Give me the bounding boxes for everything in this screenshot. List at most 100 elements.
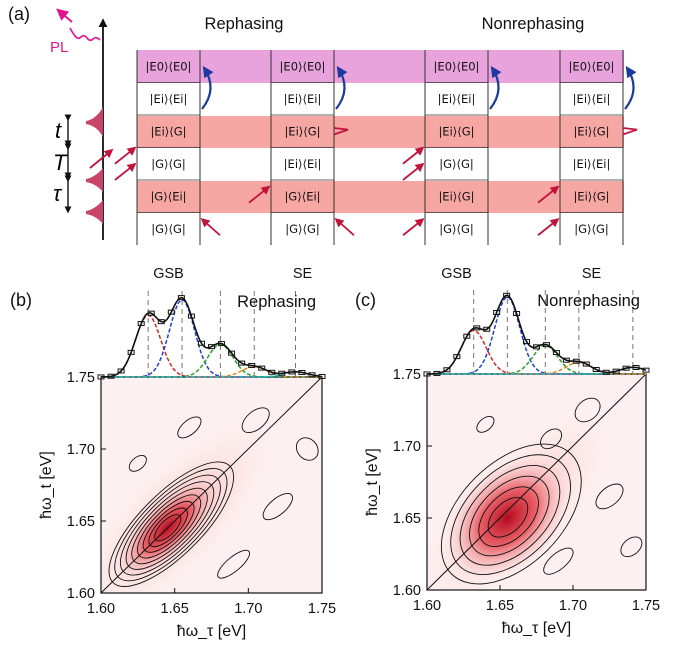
emission-arrow-icon [333, 127, 349, 136]
spectrum-data-point [612, 368, 620, 374]
group-title-rephasing: Rephasing [205, 15, 284, 33]
diagram-type-label: SE [582, 266, 602, 282]
band-top [137, 50, 624, 83]
diagram-state: |Ei⟩⟨Ei| [573, 92, 611, 106]
contour-line [620, 536, 643, 558]
diagram-state: |G⟩⟨G| [151, 157, 186, 171]
heatmap [427, 374, 646, 590]
contour-line [295, 437, 319, 461]
contour-line [262, 493, 293, 521]
spectrum-data-point [248, 362, 256, 368]
diagram-state: |G⟩⟨G| [574, 222, 609, 236]
spectrum-data-point [552, 350, 560, 356]
group-title-nonrephasing: Nonrephasing [482, 15, 585, 33]
pl-label: PL [50, 39, 68, 56]
diagonal-line [101, 377, 322, 593]
spectrum-data-point [433, 370, 441, 376]
spectrum-data-point [483, 326, 491, 332]
y-tick-label: 1.65 [393, 511, 421, 527]
contour-line [450, 454, 571, 576]
interaction-arrow-icon [89, 148, 114, 169]
contour-line [440, 443, 582, 585]
y-tick-label: 1.70 [67, 442, 95, 458]
interaction-arrow-icon [537, 185, 560, 204]
panel-a-label: (a) [8, 4, 30, 24]
interaction-arrow-icon [402, 162, 425, 181]
spectrum-component [101, 371, 323, 378]
spectrum-data-point [147, 310, 155, 316]
relaxation-arrow-icon [489, 66, 502, 110]
spectrum-component [101, 298, 322, 378]
contour-line [119, 474, 221, 576]
diagram-state: |Ei⟩⟨G| [438, 189, 474, 203]
contour-line [217, 549, 251, 579]
spectrum-data-point [533, 344, 540, 350]
heatmap-peak [444, 454, 571, 582]
spectrum-data-point [503, 292, 511, 298]
x-axis-label: ħω_τ [eV] [177, 623, 247, 640]
spectrum-data-point [167, 309, 175, 315]
interaction-arrow-icon [248, 185, 271, 204]
time-label-T: T [53, 150, 68, 175]
spectrum-data-point [562, 357, 570, 363]
spectrum-data-point [137, 321, 145, 327]
interaction-arrow-icon [114, 162, 137, 181]
panel-b-label: (b) [10, 290, 32, 310]
x-tick-label: 1.75 [632, 598, 660, 614]
y-tick-label: 1.75 [67, 370, 95, 386]
band-coherence-2 [137, 181, 624, 213]
spectrum-data-point [187, 313, 195, 319]
chart-title: Nonrephasing [537, 292, 640, 310]
y-tick-label: 1.60 [393, 583, 421, 599]
spectrum-data-point [463, 333, 471, 339]
contour-line [128, 455, 147, 472]
contour-line [177, 416, 202, 439]
spectrum-data-point [513, 311, 521, 317]
diagonal-line [427, 374, 646, 590]
spectrum-data-point [238, 360, 246, 366]
diagram-state: |Ei⟩⟨Ei| [438, 92, 476, 106]
emission-arrow-icon [622, 127, 638, 136]
x-tick-label: 1.70 [234, 601, 262, 617]
diagram-state: |E0⟩⟨E0| [569, 59, 615, 73]
pulse-icon [86, 107, 103, 137]
spectrum-data-point [493, 310, 501, 316]
time-label-tau: τ [53, 181, 63, 206]
contour-line [476, 416, 495, 433]
diagram-state: |Ei⟩⟨G| [573, 124, 609, 138]
y-axis-label: ħω_t [eV] [364, 448, 381, 516]
spectrum-data-point [602, 369, 610, 375]
spectrum-data-point [523, 339, 531, 345]
diagram-state: |Ei⟩⟨Ei| [284, 157, 322, 171]
diagram-state: |G⟩⟨G| [285, 222, 320, 236]
time-label-t: t [55, 118, 62, 143]
diagram-type-label: GSB [441, 266, 472, 282]
x-tick-label: 1.75 [308, 601, 336, 617]
diagram-state: |G⟩⟨G| [439, 157, 474, 171]
pl-arrow-icon [56, 8, 73, 23]
spectrum-data-point [258, 365, 266, 371]
interaction-arrow-icon [402, 218, 425, 236]
x-tick-label: 1.70 [559, 598, 587, 614]
diagram-state: |G⟩⟨Ei| [150, 189, 186, 203]
diagram-state: |Ei⟩⟨Ei| [284, 92, 322, 106]
contour-line [114, 468, 228, 582]
spectrum-data-point [572, 358, 580, 364]
contour-line [469, 475, 550, 557]
y-tick-label: 1.65 [67, 514, 95, 530]
diagram-state: |G⟩⟨G| [151, 222, 186, 236]
spectrum-data-point [177, 295, 185, 301]
pl-wave-icon [69, 27, 101, 42]
spectrum-data-point [542, 342, 550, 348]
spectrum-data-point [218, 341, 226, 347]
interaction-arrow-icon [200, 218, 221, 236]
spectrum-data-point [197, 340, 205, 346]
spectrum-data-point [288, 369, 296, 375]
spectrum-data-point [308, 372, 316, 378]
diagram-state: |E0⟩⟨E0| [434, 59, 480, 73]
spectrum-data-point [117, 368, 125, 374]
contour-line [478, 486, 539, 547]
spectrum-data-point [632, 364, 640, 370]
pulse-icons [86, 107, 103, 224]
